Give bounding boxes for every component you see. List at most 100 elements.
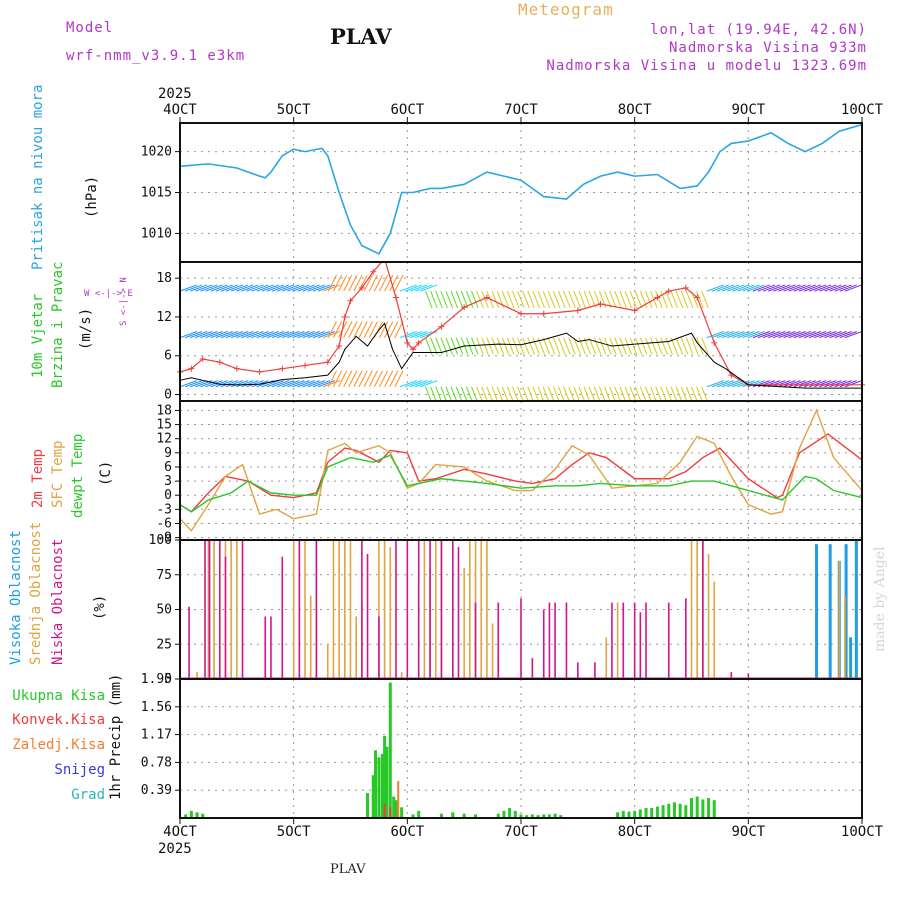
panel-frame [179, 400, 863, 541]
wind-arrow [404, 331, 423, 339]
precip-bar [661, 805, 665, 818]
cloud-bar [486, 540, 488, 679]
wind-arrow [415, 331, 433, 339]
cloud-bar [554, 602, 556, 679]
wind-arrow [619, 337, 627, 355]
cloud-bar [188, 606, 190, 679]
cloud-bar [429, 540, 431, 679]
x-tick-label-bottom: 8OCT [618, 824, 652, 840]
cloud-bar [747, 673, 750, 679]
precip-bar [701, 799, 705, 818]
wind-arrow [558, 337, 566, 355]
wind-arrow [379, 274, 389, 292]
wind-arrow [552, 290, 561, 309]
wind-arrow [271, 380, 290, 388]
y-tick-label: 0.78 [141, 755, 172, 770]
wind-arrow [343, 321, 353, 338]
wind-arrow [619, 290, 627, 309]
wind-gust-marker [370, 268, 377, 275]
cloud-bar [622, 602, 625, 679]
wind-arrow [742, 284, 760, 292]
wind-arrow [722, 380, 740, 388]
temp-sfc-line [179, 408, 863, 532]
cloud-bar [616, 602, 619, 679]
precip-bar [397, 780, 400, 818]
precip-bar [644, 808, 648, 818]
wind-arrow [236, 284, 254, 292]
wind-arrow [302, 331, 320, 339]
wind-arrow [307, 380, 325, 388]
wind-gust-marker [199, 355, 206, 362]
wind-gust-marker [540, 310, 547, 317]
wind-gust-marker [392, 294, 399, 301]
model-name: wrf-nmm_v3.9.1 e3km [66, 48, 246, 64]
wind-arrow [307, 331, 325, 339]
cloud-bar [440, 540, 443, 679]
wind-arrow [389, 274, 399, 292]
precip-bar [474, 814, 478, 818]
precip-bar [184, 814, 188, 818]
wind-arrow [614, 290, 622, 309]
wind-arrow [287, 284, 305, 292]
wind-arrow [241, 284, 259, 292]
wind-arrow [277, 331, 295, 339]
cloud-bar [702, 540, 704, 679]
x-tick-label-top: 6OCT [390, 102, 424, 118]
precip-bar [380, 753, 384, 818]
y-tick-label: 1010 [141, 226, 172, 241]
x-tick-label-top: 7OCT [504, 102, 538, 118]
wind-arrow [839, 284, 857, 292]
wind-arrow [471, 337, 479, 355]
wind-arrow [512, 337, 520, 355]
wind-arrow [450, 290, 459, 309]
wind-arrow [757, 284, 776, 292]
wind-arrow [675, 337, 684, 355]
wind-arrow [501, 290, 510, 309]
cloud-bar [605, 637, 608, 679]
y-tick-label: 1.56 [141, 700, 172, 715]
wind-arrow [588, 290, 597, 309]
cloud-bar [204, 540, 206, 679]
wind-arrow [752, 331, 770, 339]
y-tick-label: 12 [156, 310, 172, 325]
wind-arrow [180, 331, 198, 339]
cloud-bar [480, 540, 483, 679]
wind-arrow [783, 284, 801, 292]
wind-arrow [481, 290, 489, 309]
wind-arrow [307, 284, 325, 292]
precip-bar [371, 775, 375, 818]
wind-arrow [404, 380, 423, 388]
wind-arrow-field [180, 274, 862, 401]
wind-arrow [834, 331, 852, 339]
precip-bar [374, 750, 378, 818]
cloud-bar [828, 544, 832, 679]
wind-arrow [824, 380, 842, 388]
cloud-bar [707, 553, 710, 679]
precip-bar [553, 813, 557, 818]
wind-arrow [333, 370, 343, 388]
precip-bar [695, 796, 699, 818]
precip-bar [530, 814, 534, 818]
wind-arrow [261, 331, 279, 339]
precip-bar [621, 810, 625, 818]
wind-arrow [573, 290, 581, 309]
wind-arrow [394, 274, 404, 292]
cloud-bar [281, 556, 284, 679]
wind-arrow [420, 380, 438, 388]
wind-arrow [399, 284, 418, 292]
y-tick-label: 50 [156, 603, 172, 618]
wind-arrow [353, 274, 363, 292]
wind-arrow [716, 331, 735, 339]
wind-arrow [292, 380, 310, 388]
wind-arrow [737, 331, 755, 339]
wind-arrow [829, 284, 847, 292]
wind-arrow [358, 370, 368, 388]
wind-arrow [727, 284, 745, 292]
cloud-bar [594, 662, 596, 679]
wind-arrow [246, 284, 264, 292]
precip-bar [195, 812, 199, 818]
wind-arrow [297, 380, 315, 388]
y-tick-label: 18 [156, 271, 172, 286]
